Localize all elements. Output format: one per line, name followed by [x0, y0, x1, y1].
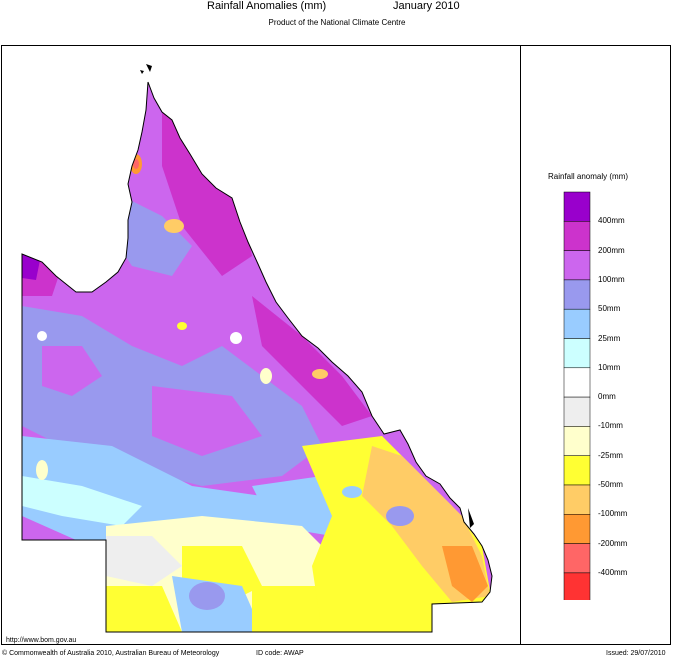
legend-label: -25mm — [598, 450, 623, 460]
legend-label: 200mm — [598, 245, 625, 255]
legend-swatch — [563, 250, 591, 281]
source-url: http://www.bom.gov.au — [6, 637, 77, 644]
legend-label: 10mm — [598, 362, 621, 372]
legend-swatch — [563, 543, 591, 574]
legend-swatch — [563, 455, 591, 486]
legend-swatch — [563, 221, 591, 251]
map-frame — [1, 45, 671, 645]
queensland-anomaly-map — [21, 64, 493, 633]
legend-label: 0mm — [598, 392, 616, 402]
legend-swatch — [563, 191, 591, 222]
legend-swatch — [563, 514, 591, 544]
legend-label: -100mm — [598, 509, 628, 519]
legend-swatch — [563, 484, 591, 515]
copyright-text: © Commonwealth of Australia 2010, Austra… — [2, 650, 220, 657]
legend-swatch — [563, 338, 591, 369]
legend-swatch — [563, 279, 591, 310]
title-row: Rainfall Anomalies (mm) January 2010 — [0, 0, 674, 14]
id-code: ID code: AWAP — [256, 650, 304, 657]
legend-color-bar — [563, 191, 591, 600]
legend-label: -200mm — [598, 538, 628, 548]
legend-label: 25mm — [598, 333, 621, 343]
legend-swatch — [563, 572, 591, 600]
legend-swatch — [563, 426, 591, 456]
legend-label: -400mm — [598, 567, 628, 577]
legend-swatch — [563, 367, 591, 398]
legend-label: 50mm — [598, 304, 621, 314]
legend-label: -10mm — [598, 421, 623, 431]
map-title: Rainfall Anomalies (mm) — [207, 0, 327, 12]
legend-title: Rainfall anomaly (mm) — [548, 172, 629, 181]
issued-date: Issued: 29/07/2010 — [606, 650, 666, 657]
map-subtitle: Product of the National Climate Centre — [268, 18, 406, 27]
legend-swatch — [563, 396, 591, 427]
legend-swatch — [563, 308, 591, 339]
legend-label: 100mm — [598, 274, 625, 284]
map-month: January 2010 — [393, 0, 460, 12]
legend-label: -50mm — [598, 480, 623, 489]
legend-label: 400mm — [598, 216, 625, 226]
panel-divider — [520, 45, 521, 645]
